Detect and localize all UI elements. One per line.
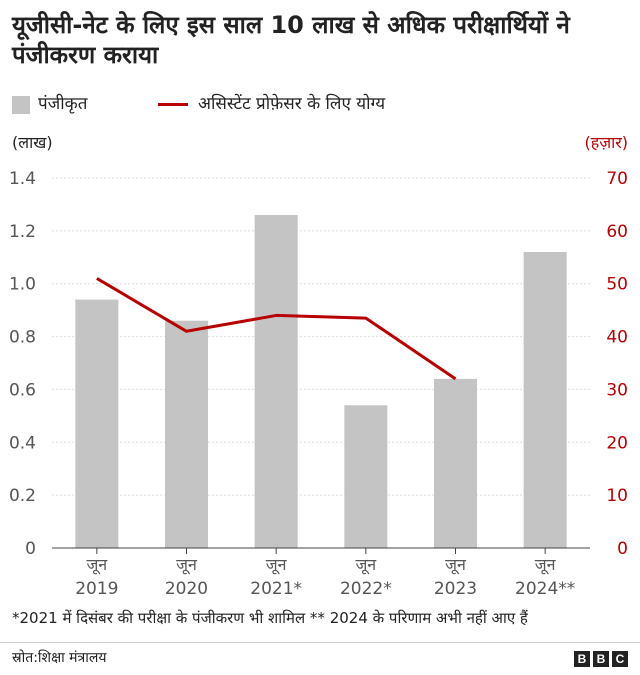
bar	[344, 405, 388, 548]
legend-line-label: असिस्टेंट प्रोफ़ेसर के लिए योग्य	[198, 94, 386, 114]
bar	[254, 215, 298, 548]
y-right-tick-label: 50	[606, 275, 628, 295]
x-tick-label: जून	[535, 555, 557, 575]
y-right-tick-label: 20	[606, 433, 628, 453]
x-tick-label: जून	[176, 555, 198, 575]
y-right-tick-label: 60	[606, 222, 628, 242]
logo-letter: B	[593, 651, 609, 667]
bbc-logo: B B C	[574, 651, 628, 667]
chart-title: यूजीसी-नेट के लिए इस साल 10 लाख से अधिक …	[12, 11, 570, 69]
y-left-tick-label: 0	[25, 539, 36, 559]
bar	[165, 320, 208, 548]
y-right-tick-label: 30	[606, 380, 628, 400]
y-right-tick-label: 70	[606, 169, 628, 189]
footnote: *2021 में दिसंबर की परीक्षा के पंजीकरण भ…	[12, 609, 528, 627]
x-tick-label: 2022*	[340, 579, 392, 599]
x-tick-label: जून	[266, 555, 288, 575]
x-tick-label: जून	[86, 555, 108, 575]
y-right-tick-label: 0	[617, 539, 628, 559]
qualified-series-line	[96, 277, 457, 381]
legend-bar-swatch	[12, 96, 30, 114]
legend-bar-label: पंजीकृत	[38, 94, 88, 114]
bar	[434, 378, 477, 548]
y-left-tick-label: 1.4	[9, 169, 36, 189]
legend: पंजीकृत असिस्टेंट प्रोफ़ेसर के लिए योग्य	[12, 92, 628, 116]
y-left-tick-label: 1.2	[9, 222, 36, 242]
combo-chart: 0 0.2 0.4 0.6 0.8 1.0 1.2 1.4 0 10 20 30 40 50 60 70 जून…	[9, 169, 628, 599]
y-right-tick-label: 40	[606, 328, 628, 348]
left-axis-unit: (लाख)	[12, 133, 53, 152]
x-tick-label: 2020	[165, 579, 208, 599]
x-tick-label: 2021*	[250, 579, 302, 599]
x-tick-label: 2024**	[515, 579, 575, 599]
logo-letter: C	[612, 651, 628, 667]
x-tick-label: जून	[445, 555, 467, 575]
x-tick-label: 2023	[434, 579, 477, 599]
right-axis-unit: (हज़ार)	[584, 133, 628, 152]
y-left-tick-label: 0.2	[9, 486, 36, 506]
bar	[75, 299, 119, 548]
source-note: स्रोत:शिक्षा मंत्रालय	[12, 650, 107, 666]
x-tick-label: 2019	[75, 579, 118, 599]
bar	[523, 252, 567, 548]
y-left-tick-label: 0.6	[9, 380, 36, 400]
y-left-tick-label: 1.0	[9, 275, 36, 295]
x-tick-label: जून	[355, 555, 377, 575]
y-left-tick-label: 0.4	[9, 433, 36, 453]
legend-line-swatch	[158, 103, 188, 106]
y-right-tick-label: 10	[606, 486, 628, 506]
divider	[0, 642, 640, 643]
y-left-tick-label: 0.8	[9, 328, 36, 348]
logo-letter: B	[574, 651, 590, 667]
